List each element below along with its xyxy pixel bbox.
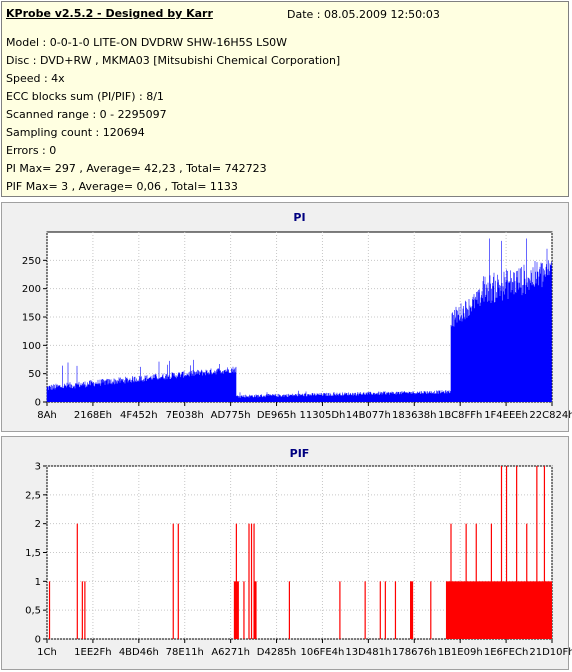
x-tick-label: 7E038h <box>166 410 204 421</box>
y-tick-label: 2,5 <box>25 490 41 501</box>
info-ecc: ECC blocks sum (PI/PIF) : 8/1 <box>6 90 164 103</box>
y-tick-label: 200 <box>22 284 41 295</box>
app-title: KProbe v2.5.2 - Designed by Karr <box>6 7 213 20</box>
x-tick-label: 183638h <box>392 410 437 421</box>
x-tick-label: 1E6FECh <box>484 647 528 658</box>
x-tick-label: 106FE4h <box>301 647 345 658</box>
x-tick-label: 2168Eh <box>74 410 112 421</box>
x-tick-label: D4285h <box>257 647 297 658</box>
pi-chart-panel: PI 0 50 100 150 200 250 8Ah 2168Eh 4F452h 7E038h AD… <box>1 202 572 432</box>
pif-chart-panel: PIF 0 0,5 1 1,5 2 2,5 3 1Ch 1EE2Fh 4BD46h 78E11h A62… <box>1 436 572 670</box>
chart-title: PI <box>293 211 305 224</box>
x-tick-label: 78E11h <box>166 647 204 658</box>
info-range: Scanned range : 0 - 2295097 <box>6 108 167 121</box>
x-tick-label: 1EE2Fh <box>74 647 111 658</box>
x-tick-label: 4F452h <box>120 410 158 421</box>
y-tick-label: 250 <box>22 256 41 267</box>
y-tick-label: 1,5 <box>25 548 41 559</box>
x-tick-label: 1B1E09h <box>438 647 483 658</box>
y-tick-label: 2 <box>35 519 41 530</box>
pi-bars <box>46 238 552 402</box>
pif-bar-block <box>445 581 552 639</box>
x-tick-label: 14B077h <box>346 410 391 421</box>
info-pi-stats: PI Max= 297 , Average= 42,23 , Total= 74… <box>6 162 267 175</box>
pif-chart: PIF 0 0,5 1 1,5 2 2,5 3 1Ch 1EE2Fh 4BD46h 78E11h A62… <box>25 447 572 658</box>
y-tick-label: 150 <box>22 313 41 324</box>
x-tick-label: 1F4EEEh <box>484 410 528 421</box>
y-tick-label: 100 <box>22 341 41 352</box>
scan-date: Date : 08.05.2009 12:50:03 <box>287 8 440 21</box>
x-tick-label: 13D481h <box>345 647 391 658</box>
data-series <box>46 238 552 402</box>
data-series <box>48 466 552 639</box>
x-tick-label: 1Ch <box>37 647 57 658</box>
info-model: Model : 0-0-1-0 LITE-ON DVDRW SHW-16H5S … <box>6 36 288 49</box>
chart-title: PIF <box>290 447 310 460</box>
x-tick-label: 178676h <box>392 647 437 658</box>
x-tick-label: 11305Dh <box>300 410 346 421</box>
x-tick-label: AD775h <box>211 410 251 421</box>
x-tick-label: DE965h <box>257 410 296 421</box>
x-tick-label: 21D10Fh <box>529 647 572 658</box>
info-errors: Errors : 0 <box>6 144 57 157</box>
info-pif-stats: PIF Max= 3 , Average= 0,06 , Total= 1133 <box>6 180 238 193</box>
pi-chart: PI 0 50 100 150 200 250 8Ah 2168Eh 4F452h 7E038h AD… <box>22 211 572 421</box>
pif-bar-block <box>254 581 257 639</box>
x-tick-label: 4BD46h <box>119 647 159 658</box>
y-tick-label: 0 <box>35 635 41 646</box>
info-sampling: Sampling count : 120694 <box>6 126 145 139</box>
pif-bar-block <box>410 581 414 639</box>
y-tick-label: 50 <box>28 369 41 380</box>
info-panel: KProbe v2.5.2 - Designed by Karr Date : … <box>1 1 569 197</box>
info-speed: Speed : 4x <box>6 72 65 85</box>
y-tick-label: 3 <box>35 462 41 473</box>
y-tick-label: 0 <box>35 398 41 409</box>
x-tick-label: 8Ah <box>37 410 57 421</box>
y-tick-label: 0,5 <box>25 606 41 617</box>
x-tick-label: 22C824h <box>529 410 572 421</box>
x-tick-label: A6271h <box>211 647 250 658</box>
info-disc: Disc : DVD+RW , MKMA03 [Mitsubishi Chemi… <box>6 54 341 67</box>
x-tick-label: 1BC8FFh <box>438 410 482 421</box>
y-tick-label: 1 <box>35 577 41 588</box>
